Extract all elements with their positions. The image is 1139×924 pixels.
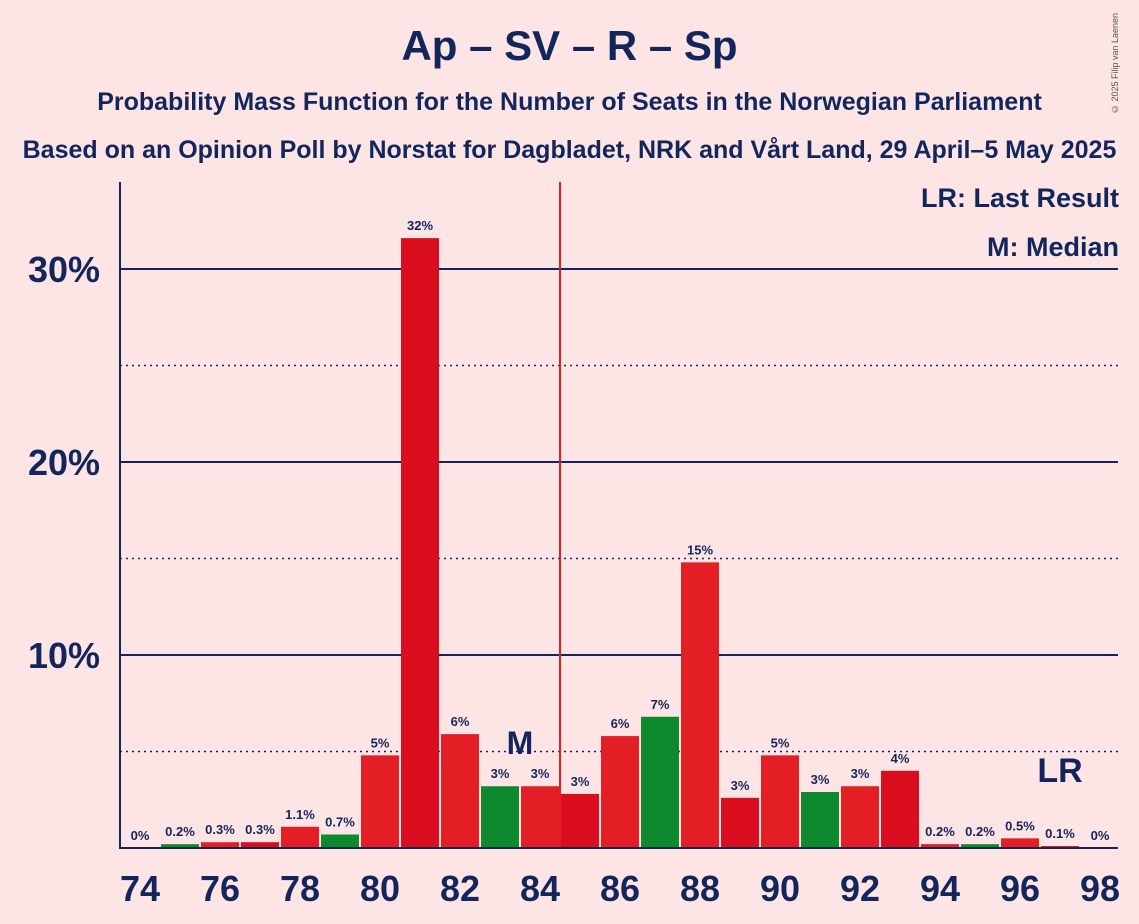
data-label: 0.2%	[925, 824, 955, 839]
data-label: 0%	[131, 828, 150, 843]
data-label: 0.1%	[1045, 826, 1075, 841]
data-label: 3%	[811, 772, 830, 787]
data-label: 5%	[771, 735, 790, 750]
x-tick-label: 76	[200, 868, 240, 909]
data-label: 3%	[571, 774, 590, 789]
x-tick-label: 82	[440, 868, 480, 909]
x-tick-label: 92	[840, 868, 880, 909]
x-tick-label: 94	[920, 868, 960, 909]
bar-seat-86	[601, 736, 639, 848]
data-label: 3%	[851, 766, 870, 781]
bar-seat-92	[841, 786, 879, 848]
data-label: 0.3%	[205, 822, 235, 837]
bar-seat-77	[241, 842, 279, 848]
bar-seat-75	[161, 844, 199, 848]
data-label: 0.7%	[325, 814, 355, 829]
bar-seat-96	[1001, 838, 1039, 848]
data-label: 0%	[1091, 828, 1110, 843]
data-label: 4%	[891, 751, 910, 766]
chart-source-line: Based on an Opinion Poll by Norstat for …	[22, 136, 1117, 164]
bar-seat-78	[281, 826, 319, 848]
data-label: 0.5%	[1005, 818, 1035, 833]
data-label: 1.1%	[285, 807, 315, 822]
bar-seat-87	[641, 716, 679, 848]
data-label: 5%	[371, 735, 390, 750]
x-tick-label: 88	[680, 868, 720, 909]
chart-subtitle: Probability Mass Function for the Number…	[97, 88, 1042, 116]
bar-seat-90	[761, 755, 799, 848]
data-label: 6%	[611, 716, 630, 731]
bar-seat-80	[361, 755, 399, 848]
x-tick-label: 78	[280, 868, 320, 909]
x-tick-label: 80	[360, 868, 400, 909]
data-label: 6%	[451, 714, 470, 729]
median-marker: M	[507, 725, 534, 761]
data-label: 7%	[651, 697, 670, 712]
x-tick-label: 98	[1080, 868, 1120, 909]
bar-seat-79	[321, 834, 359, 848]
bar-seat-84	[521, 786, 559, 848]
bar-seat-76	[201, 842, 239, 848]
legend-last-result: LR: Last Result	[920, 183, 1119, 213]
y-tick-label: 10%	[28, 635, 100, 676]
chart-title: Ap – SV – R – Sp	[401, 22, 738, 69]
x-tick-label: 96	[1000, 868, 1040, 909]
bar-seat-88	[681, 562, 719, 848]
data-label: 0.2%	[165, 824, 195, 839]
legend-median: M: Median	[987, 232, 1119, 262]
bar-seat-94	[921, 844, 959, 848]
x-tick-label: 90	[760, 868, 800, 909]
bar-seat-81	[401, 238, 439, 848]
data-label: 15%	[687, 542, 713, 557]
x-tick-label: 74	[120, 868, 160, 909]
bar-seat-91	[801, 792, 839, 848]
x-tick-label: 84	[520, 868, 560, 909]
data-label: 3%	[731, 778, 750, 793]
data-label: 0.3%	[245, 822, 275, 837]
data-label: 32%	[407, 218, 433, 233]
bar-seat-83	[481, 786, 519, 848]
x-tick-label: 86	[600, 868, 640, 909]
y-tick-label: 20%	[28, 442, 100, 483]
bar-seat-89	[721, 797, 759, 848]
data-label: 0.2%	[965, 824, 995, 839]
data-label: 3%	[491, 766, 510, 781]
bar-seat-95	[961, 844, 999, 848]
bar-seat-82	[441, 734, 479, 848]
data-label: 3%	[531, 766, 550, 781]
last-result-marker: LR	[1037, 752, 1082, 790]
bar-seat-93	[881, 770, 919, 848]
y-tick-label: 30%	[28, 249, 100, 290]
bar-seat-85	[561, 793, 599, 848]
